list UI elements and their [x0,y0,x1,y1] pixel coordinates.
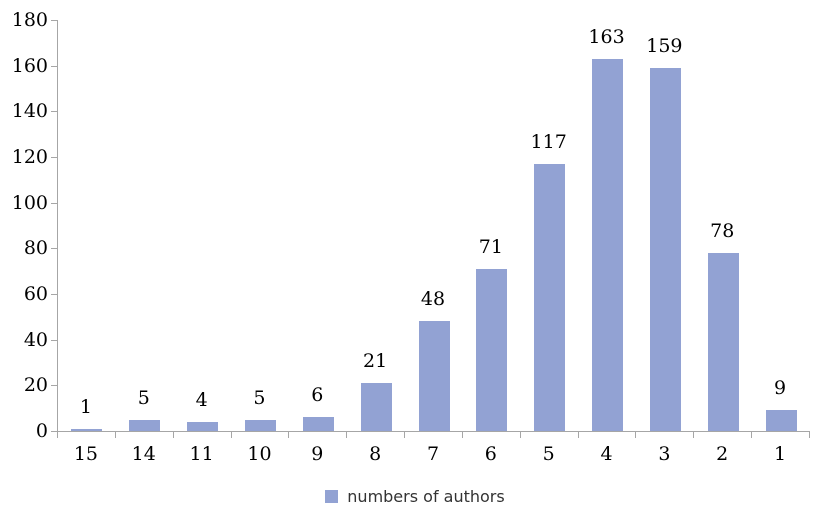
y-tick-mark [51,111,57,113]
x-tick-mark [693,432,695,438]
x-tick-mark [288,432,290,438]
y-tick-label: 160 [11,54,48,77]
x-category-label: 8 [369,443,382,465]
y-tick-label: 40 [23,328,48,351]
bar [418,321,450,431]
x-category-label: 3 [658,443,671,465]
bar [129,419,161,431]
bar-value-label: 159 [646,34,683,57]
x-category-label: 6 [484,443,497,465]
x-category-label: 15 [73,443,99,465]
bar [707,252,739,431]
y-tick-label: 60 [23,283,48,305]
x-category-label: 5 [542,443,555,465]
x-tick-mark [346,432,348,438]
x-tick-mark [114,432,116,438]
x-tick-mark [751,432,753,438]
x-tick-mark [404,432,406,438]
bar-value-label: 6 [311,384,324,407]
x-category-label: 2 [716,443,729,465]
y-tick-label: 140 [11,100,48,123]
bar [592,58,624,431]
bar-value-label: 48 [420,288,446,311]
bar [534,163,566,431]
bar-value-label: 78 [710,219,735,242]
y-tick-mark [51,339,57,341]
x-tick-mark [577,432,579,438]
x-category-label: 1 [774,443,787,465]
x-category-label: 9 [311,443,324,465]
y-tick-mark [51,65,57,67]
bar-value-label: 5 [253,386,266,409]
x-category-label: 10 [247,443,272,465]
y-tick-label: 120 [11,146,48,168]
x-tick-mark [172,432,174,438]
bar [244,419,276,431]
x-tick-mark [635,432,637,438]
x-tick-mark [519,432,521,438]
y-tick-mark [51,202,57,204]
y-tick-mark [51,20,57,21]
y-tick-label: 80 [23,237,48,260]
x-category-label: 7 [426,443,440,465]
bar [187,421,219,431]
plot-area [57,20,810,432]
x-tick-mark [230,432,232,438]
bar-value-label: 1 [79,395,92,418]
bar-value-label: 71 [478,235,503,258]
bar [765,410,797,431]
x-tick-mark [809,432,810,438]
y-tick-mark [51,294,57,295]
y-tick-mark [51,248,57,250]
bar-value-label: 5 [137,386,150,409]
legend-label: numbers of authors [347,487,505,506]
bar [476,268,508,431]
bar-value-label: 21 [363,350,388,373]
bar-value-label: 117 [530,130,567,153]
legend-swatch-icon [325,490,339,503]
y-tick-label: 0 [35,420,48,442]
y-tick-label: 20 [23,374,48,397]
y-tick-label: 100 [11,191,48,214]
bar [302,417,334,431]
y-tick-mark [51,157,57,158]
y-tick-mark [51,385,57,387]
x-category-label: 11 [189,443,214,465]
legend: numbers of authors [0,487,830,506]
x-category-label: 4 [600,443,613,465]
bar-value-label: 163 [588,25,625,48]
bar [360,383,392,431]
bar [71,428,103,431]
bar-value-label: 9 [774,377,787,400]
x-tick-mark [461,432,463,438]
y-tick-mark [51,431,57,432]
y-tick-label: 180 [11,9,48,31]
bar-value-label: 4 [195,388,208,411]
x-category-label: 14 [131,443,156,465]
x-tick-mark [57,432,58,438]
bar [649,67,681,431]
